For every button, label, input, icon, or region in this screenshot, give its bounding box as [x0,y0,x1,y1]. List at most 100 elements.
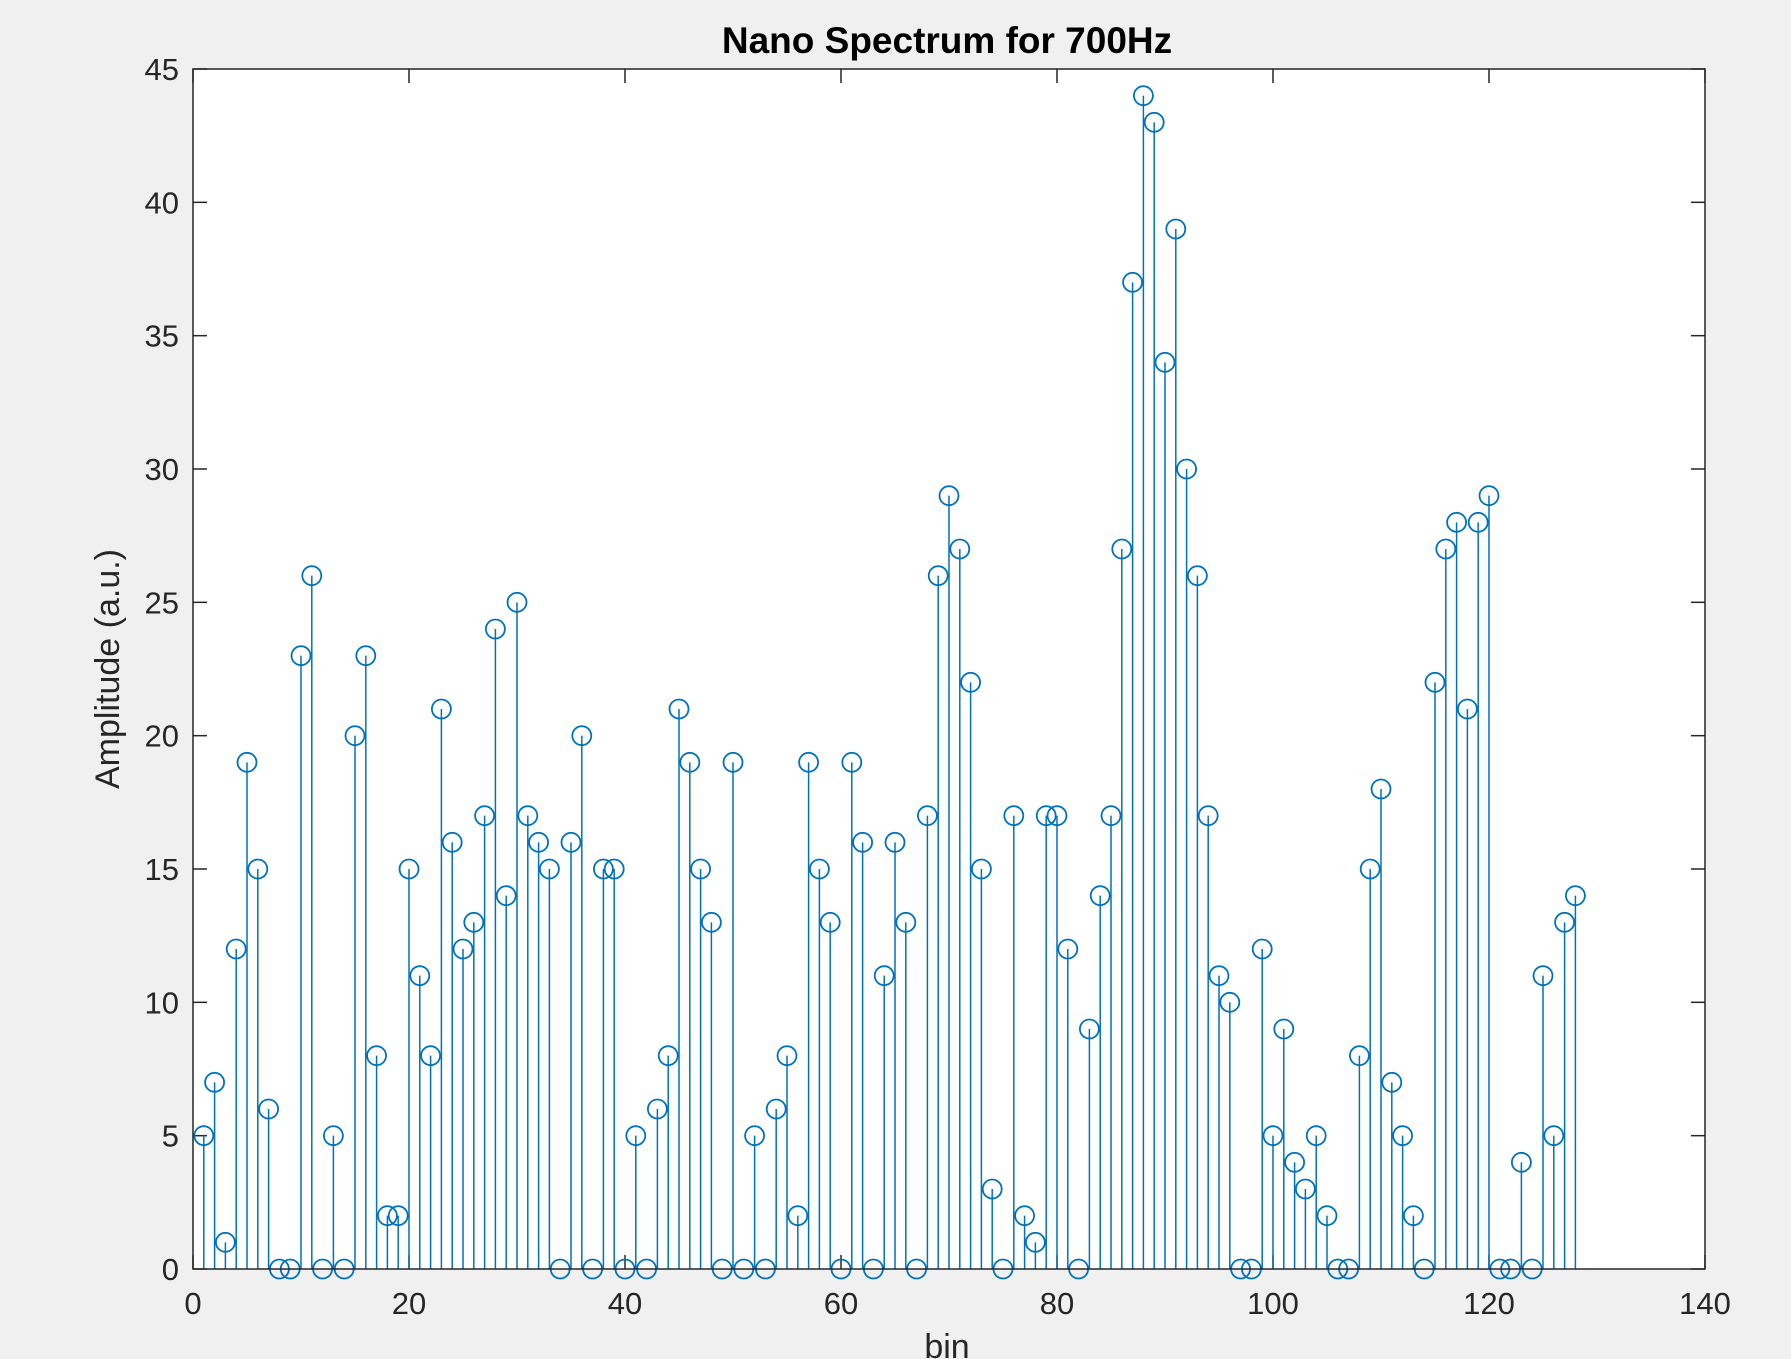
stem-marker [301,565,323,587]
stem-marker [571,725,593,747]
stem-marker [387,1205,409,1227]
stem-marker [420,1045,442,1067]
stem-marker [1165,218,1187,240]
y-axis-label: Amplitude (a.u.) [89,549,127,789]
stem-marker [1565,885,1586,907]
stem-marker [1154,351,1176,373]
x-tick-label: 140 [1679,1286,1731,1321]
stem-marker [528,831,549,853]
stem-marker [398,858,420,880]
stem-marker [873,965,895,987]
stem-marker [376,1205,398,1227]
stem-marker [971,858,992,880]
stem-series [193,85,1586,1280]
stem-marker [214,1231,236,1253]
y-tick-label: 5 [162,1119,179,1154]
stem-marker [193,1125,215,1147]
y-tick-label: 25 [145,585,179,620]
stem-marker [1046,805,1068,827]
y-tick-label: 10 [145,985,179,1020]
chart-title: Nano Spectrum for 700Hz [722,20,1172,61]
stem-marker [1359,858,1381,880]
stem-marker [1187,565,1208,587]
stem-marker [560,831,582,853]
stem-marker [322,1125,344,1147]
stem-marker [1014,1205,1035,1227]
stem-marker [949,538,971,560]
stem-marker [647,1098,668,1120]
stem-marker [1197,805,1219,827]
stem-marker [603,858,625,880]
x-tick-label: 60 [824,1286,858,1321]
stem-marker [1532,965,1554,987]
stem-marker [1208,965,1230,987]
stem-marker [1511,1151,1532,1173]
stem-marker [668,698,690,720]
stem-marker [1122,271,1143,293]
stem-marker [1035,805,1057,827]
stem-marker [960,671,981,693]
stem-marker [1176,458,1197,480]
stem-marker [1424,671,1446,693]
stem-marker [798,751,819,773]
stem-marker [290,645,312,667]
stem-marker [1111,538,1133,560]
y-tick-label: 40 [145,185,179,220]
x-tick-label: 20 [392,1286,426,1321]
stem-marker [225,938,247,960]
stem-marker [938,485,960,507]
tick-labels: 0 20 40 60 80 100 120 140 0 5 10 15 20 25 30 35 40 45 [145,52,1731,1321]
stem-marker [1543,1125,1565,1147]
stem-marker [1100,805,1122,827]
stem-marker [722,751,744,773]
stem-marker [344,725,366,747]
stem-marker [1025,1231,1046,1253]
stem-marker [1403,1205,1424,1227]
stem-marker [1284,1151,1305,1173]
stem-marker [484,618,506,640]
x-axis-label: bin [924,1328,969,1359]
stem-marker [1143,111,1165,133]
stem-marker [701,911,722,933]
stem-marker [1251,938,1273,960]
stem-marker [809,858,830,880]
stem-marker [1057,938,1079,960]
stem-marker [441,831,463,853]
stem-marker [852,831,873,853]
stem-marker [657,1045,679,1067]
stem-marker [981,1178,1003,1200]
stem-marker [463,911,485,933]
stem-marker [430,698,452,720]
stem-marker [917,805,938,827]
y-tick-label: 0 [162,1252,179,1287]
stem-marker [679,751,701,773]
stem-marker [841,751,863,773]
stem-marker [236,751,258,773]
y-tick-label: 45 [145,52,179,87]
stem-marker [495,885,517,907]
stem-marker [1370,778,1392,800]
stem-marker [884,831,906,853]
stem-marker [517,805,539,827]
stem-marker [1273,1018,1295,1040]
stem-marker [1392,1125,1413,1147]
stem-marker [355,645,377,667]
stem-marker [1457,698,1478,720]
stem-marker [506,591,528,613]
stem-marker [593,858,614,880]
stem-marker [539,858,560,880]
stem-marker [927,565,949,587]
stem-marker [787,1205,809,1227]
stem-marker [744,1125,765,1147]
y-tick-label: 20 [145,719,179,754]
stem-marker [819,911,841,933]
stem-marker [1295,1178,1316,1200]
stem-marker [1349,1045,1370,1067]
stem-marker [1219,991,1241,1013]
stem-marker [247,858,269,880]
stem-marker [1316,1205,1338,1227]
stem-marker [1381,1071,1403,1093]
stem-marker [1089,885,1111,907]
stem-marker [1554,911,1575,933]
